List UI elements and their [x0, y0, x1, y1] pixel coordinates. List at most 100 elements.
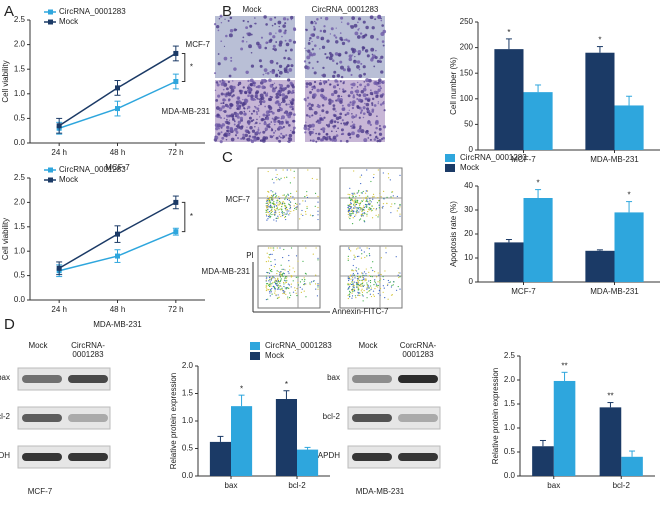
cell	[217, 62, 221, 66]
cell	[232, 85, 236, 90]
event	[391, 191, 394, 193]
event	[289, 265, 291, 267]
event	[296, 207, 298, 209]
event	[290, 274, 292, 277]
event	[294, 289, 296, 292]
cell	[291, 105, 294, 109]
cell	[357, 134, 360, 137]
event	[301, 209, 303, 212]
cell	[365, 25, 369, 30]
cell	[374, 136, 378, 139]
event	[378, 199, 380, 202]
cell	[221, 79, 224, 82]
event	[377, 286, 379, 288]
event	[374, 288, 376, 290]
event	[265, 279, 267, 281]
cell	[241, 103, 245, 107]
cell	[268, 78, 272, 83]
event	[281, 289, 284, 291]
cell	[379, 58, 381, 60]
event	[367, 208, 370, 210]
cell	[254, 94, 259, 98]
event	[293, 207, 296, 210]
annotation: *	[190, 212, 193, 221]
y-tick-label: 2.0	[504, 375, 516, 384]
cell	[282, 87, 286, 91]
cell	[310, 103, 314, 107]
event	[280, 177, 282, 179]
event	[396, 195, 398, 198]
cell	[328, 98, 332, 102]
cell	[278, 28, 282, 33]
cell	[272, 44, 276, 48]
event	[377, 272, 379, 274]
event	[360, 215, 362, 217]
cell	[317, 120, 322, 125]
event	[271, 210, 273, 212]
event	[366, 215, 368, 217]
event	[269, 279, 271, 281]
column-label: CircRNA_0001283	[312, 5, 379, 14]
y-tick-label: 10	[464, 253, 473, 262]
point	[115, 253, 120, 259]
band	[398, 453, 438, 461]
event	[267, 211, 269, 214]
point	[173, 50, 179, 56]
y-tick-label: 50	[464, 120, 473, 129]
cell	[275, 136, 279, 140]
event	[376, 202, 379, 204]
cell	[332, 74, 336, 78]
cell	[244, 133, 248, 138]
cell	[274, 22, 277, 26]
micrograph-bg	[305, 16, 385, 78]
event	[293, 177, 295, 179]
event	[397, 207, 399, 209]
event	[284, 280, 286, 282]
event	[315, 247, 317, 249]
blot-strip	[347, 406, 441, 430]
event	[284, 205, 286, 207]
bar	[532, 446, 554, 476]
cell	[375, 126, 378, 130]
cell	[310, 130, 314, 134]
cell	[272, 131, 276, 134]
y-tick-label: 0.0	[182, 471, 194, 480]
cell	[234, 134, 238, 137]
event	[303, 280, 305, 282]
event	[399, 288, 401, 290]
event	[269, 247, 271, 249]
cell	[365, 78, 370, 83]
event	[299, 218, 301, 220]
event	[269, 199, 271, 202]
cell	[223, 110, 227, 113]
y-tick-label: 2.5	[14, 15, 26, 24]
cell	[256, 118, 258, 121]
event	[268, 285, 271, 288]
event	[285, 218, 287, 221]
cell	[309, 134, 312, 136]
event	[296, 203, 298, 205]
cell	[224, 121, 227, 123]
event	[372, 261, 374, 263]
cell	[325, 124, 328, 127]
event	[317, 283, 319, 286]
cell	[352, 94, 355, 97]
cell	[280, 115, 285, 120]
cell	[360, 129, 365, 134]
event	[285, 281, 288, 283]
event	[351, 279, 354, 281]
event	[267, 203, 270, 206]
cell	[274, 101, 278, 105]
event	[304, 211, 307, 213]
event	[396, 210, 398, 212]
event	[361, 272, 363, 274]
event	[271, 178, 274, 180]
event	[353, 204, 355, 206]
y-tick-label: 1.0	[182, 416, 194, 425]
event	[351, 222, 354, 225]
bar	[523, 92, 553, 150]
cell	[236, 107, 239, 110]
cell	[335, 110, 337, 112]
cell	[320, 128, 323, 131]
event	[358, 189, 360, 192]
